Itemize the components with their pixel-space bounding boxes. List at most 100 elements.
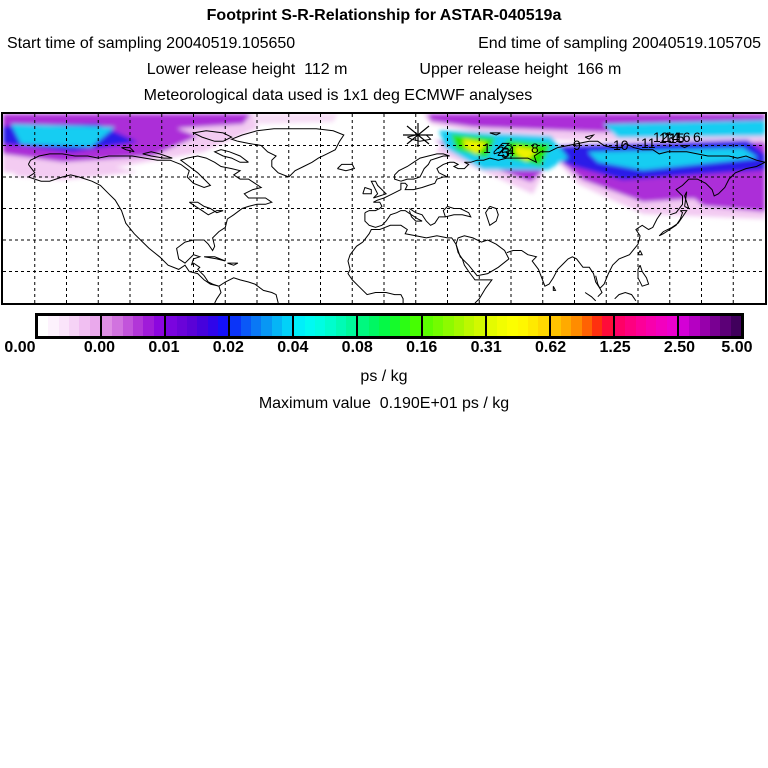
colorbar-step [730,316,741,336]
colorbar-step [79,316,90,336]
colorbar-step [379,316,390,336]
colorbar-step [656,316,667,336]
colorbar-step [625,316,636,336]
colorbar-tick-label: 0.16 [406,339,438,356]
upper-release-height-text: Upper release height 166 m [419,61,622,78]
colorbar-tick-label: 0.08 [341,339,373,356]
colorbar-step [325,316,336,336]
colorbar-tick-label: 0.02 [212,339,244,356]
colorbar-step [358,316,369,336]
colorbar-step [592,316,603,336]
svg-text:13: 13 [659,130,675,146]
colorbar-step [133,316,144,336]
coastlines [27,128,765,303]
svg-text:15: 15 [669,130,685,146]
svg-text:12: 12 [653,129,669,145]
colorbar-step [102,316,113,336]
sampling-times-row: Start time of sampling 20040519.105650 E… [0,35,768,53]
svg-text:2: 2 [497,143,505,159]
colorbar-step [153,316,165,336]
colorbar-tick-label: 0.04 [277,339,309,356]
release-heights-row: Lower release height 112 m Upper release… [0,61,768,79]
colorbar [35,313,744,339]
colorbar-tick-label: 0.31 [470,339,502,356]
svg-text:3: 3 [502,144,510,160]
colorbar-step [389,316,400,336]
colorbar-step [186,316,198,336]
colorbar-segment [228,316,293,336]
world-map: 1 2 3 4 5 8 9 10 11 12 13 14 15 16 6 [1,112,767,305]
colorbar-step [240,316,251,336]
colorbar-step [699,316,710,336]
colorbar-step [635,316,646,336]
colorbar-labels: 0.00 0.00 0.01 0.02 0.04 0.08 0.16 0.31 0.62 1.25… [0,339,768,357]
colorbar-tick-label: 0.00 [4,339,36,356]
colorbar-step [143,316,154,336]
colorbar-step [368,316,380,336]
colorbar-step [197,316,208,336]
colorbar-step [166,316,177,336]
colorbar-step [432,316,444,336]
colorbar-step [207,316,218,336]
colorbar-step [230,316,241,336]
page-title: Footprint S-R-Relationship for ASTAR-040… [206,7,562,24]
svg-text:11: 11 [641,135,656,151]
colorbar-step [217,316,229,336]
colorbar-step [399,316,411,336]
end-time-text: End time of sampling 20040519.105705 [478,35,761,52]
colorbar-step [443,316,454,336]
colorbar-step [538,316,549,336]
svg-text:6: 6 [693,129,701,145]
svg-text:14: 14 [664,129,680,145]
colorbar-step [38,316,49,336]
colorbar-step [581,316,593,336]
colorbar-segment [612,316,677,336]
colorbar-step [69,316,80,336]
colorbar-segment [164,316,229,336]
colorbar-tick-label: 0.62 [535,339,567,356]
met-data-text: Meteorological data used is 1x1 deg ECMW… [143,87,533,104]
colorbar-step [48,316,59,336]
svg-text:4: 4 [507,143,515,159]
colorbar-step [614,316,626,336]
colorbar-segment [100,316,165,336]
svg-text:9: 9 [573,137,581,153]
colorbar-step [666,316,677,336]
svg-text:8: 8 [531,140,539,156]
colorbar-step [315,316,326,336]
colorbar-step [645,316,657,336]
colorbar-step [335,316,347,336]
colorbar-segment [676,316,741,336]
start-time-text: Start time of sampling 20040519.105650 [7,35,296,52]
colorbar-segment [38,316,101,336]
colorbar-step [304,316,316,336]
colorbar-step [497,316,508,336]
colorbar-step [346,316,357,336]
max-value-text: Maximum value 0.190E+01 ps / kg [258,395,510,412]
colorbar-step [528,316,539,336]
colorbar-step [250,316,262,336]
colorbar-step [720,316,731,336]
colorbar-step [507,316,518,336]
colorbar-tick-label: 0.01 [148,339,180,356]
svg-text:1: 1 [483,140,491,156]
colorbar-tick-label: 1.25 [599,339,631,356]
lower-release-height-text: Lower release height 112 m [146,61,348,78]
colorbar-step [294,316,305,336]
colorbar-segment [548,316,613,336]
colorbar-step [463,316,475,336]
colorbar-step [602,316,613,336]
colorbar-segment [292,316,357,336]
colorbar-step [550,316,562,336]
colorbar-tick-label: 2.50 [663,339,696,356]
map-grid [3,114,765,303]
colorbar-step [410,316,421,336]
colorbar-step [453,316,464,336]
colorbar-segment [420,316,485,336]
svg-text:10: 10 [613,137,629,153]
colorbar-step [561,316,572,336]
colorbar-step [678,316,690,336]
colorbar-step [58,316,70,336]
